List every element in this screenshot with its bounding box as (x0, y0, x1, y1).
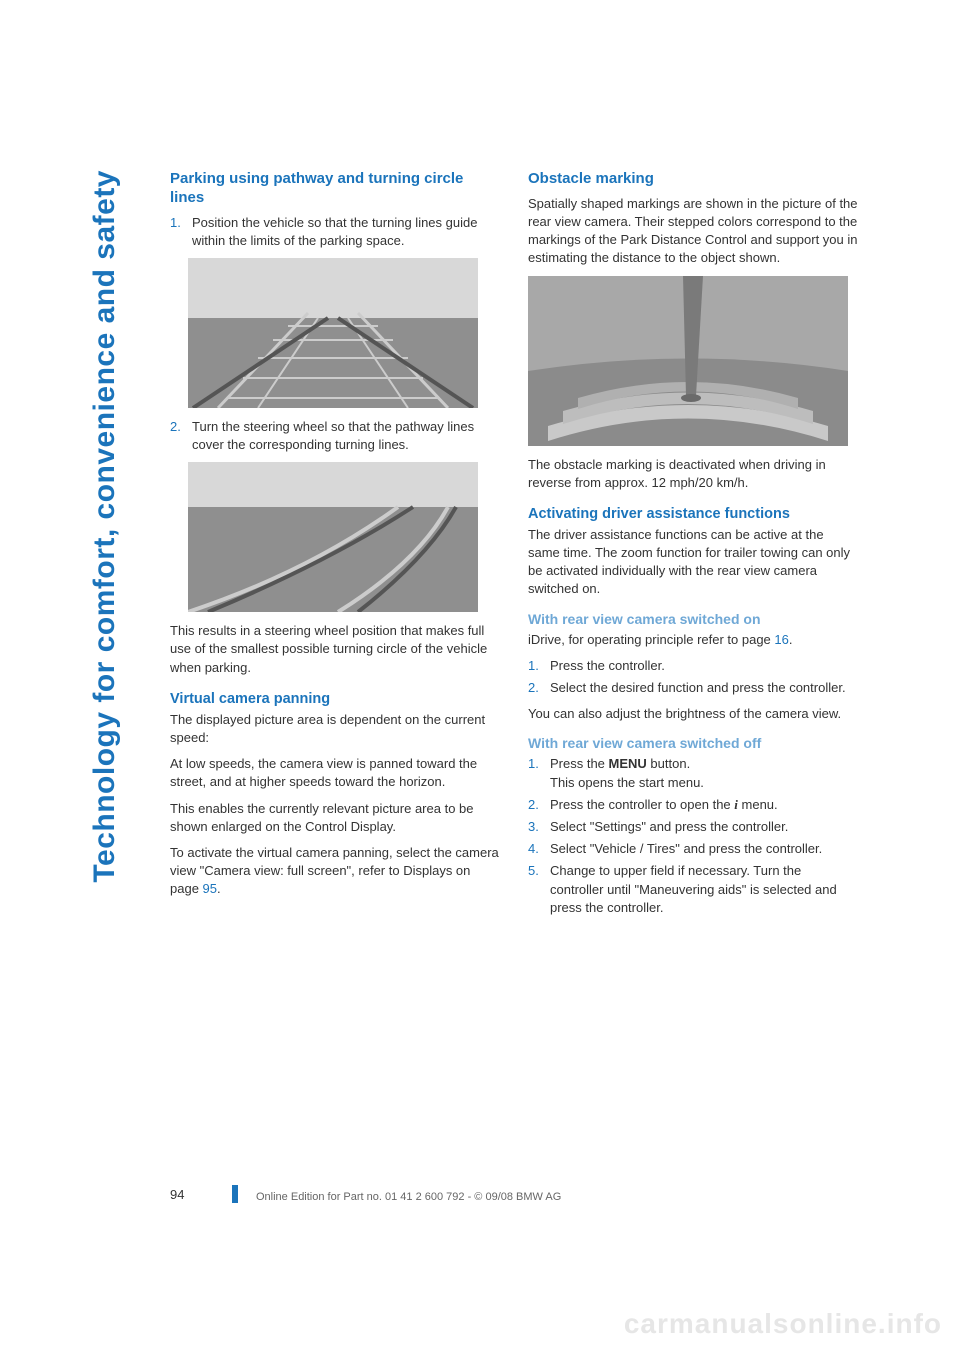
text: button. (647, 756, 690, 771)
step-text: Press the MENU button. This opens the st… (550, 755, 858, 791)
heading-virtual-panning: Virtual camera panning (170, 691, 500, 707)
step-number: 2. (170, 418, 192, 454)
step-number: 4. (528, 840, 550, 858)
page-footer: 94 Online Edition for Part no. 01 41 2 6… (170, 1191, 860, 1203)
body-text: This enables the currently relevant pict… (170, 800, 500, 836)
list-item: 1. Press the controller. (528, 657, 858, 675)
off-steps: 1. Press the MENU button. This opens the… (528, 755, 858, 917)
body-text: You can also adjust the brightness of th… (528, 705, 858, 723)
text: iDrive, for operating principle refer to… (528, 632, 774, 647)
step-text: Select the desired function and press th… (550, 679, 858, 697)
parking-tail: This results in a steering wheel positio… (170, 622, 500, 677)
step-text: Press the controller. (550, 657, 858, 675)
step-text: Change to upper field if necessary. Turn… (550, 862, 858, 917)
list-item: 1. Position the vehicle so that the turn… (170, 214, 500, 250)
list-item: 2. Press the controller to open the i me… (528, 796, 858, 814)
heading-parking: Parking using pathway and turning circle… (170, 170, 500, 208)
figure-pathway-lines (188, 462, 478, 612)
text: . (217, 881, 221, 896)
step-text: Select "Vehicle / Tires" and press the c… (550, 840, 858, 858)
step-text: Select "Settings" and press the controll… (550, 818, 858, 836)
heading-obstacle: Obstacle marking (528, 170, 858, 189)
heading-activating: Activating driver assistance functions (528, 506, 858, 522)
footer-text: Online Edition for Part no. 01 41 2 600 … (256, 1191, 860, 1203)
parking-steps-2: 2. Turn the steering wheel so that the p… (170, 418, 500, 454)
parking-steps: 1. Position the vehicle so that the turn… (170, 214, 500, 250)
list-item: 5. Change to upper field if necessary. T… (528, 862, 858, 917)
figure-obstacle-marking (528, 276, 848, 446)
text: Press the (550, 756, 609, 771)
body-text: iDrive, for operating principle refer to… (528, 631, 858, 649)
list-item: 2. Turn the steering wheel so that the p… (170, 418, 500, 454)
page-ref[interactable]: 95 (203, 881, 217, 896)
step-text: Turn the steering wheel so that the path… (192, 418, 500, 454)
body-text: The displayed picture area is dependent … (170, 711, 500, 747)
step-number: 3. (528, 818, 550, 836)
page-content: Parking using pathway and turning circle… (170, 170, 860, 925)
text: . (789, 632, 793, 647)
menu-button-label: MENU (609, 756, 647, 771)
left-column: Parking using pathway and turning circle… (170, 170, 500, 925)
step-number: 1. (528, 657, 550, 675)
step-number: 2. (528, 796, 550, 814)
step-text: Press the controller to open the i menu. (550, 796, 858, 814)
heading-with-camera-off: With rear view camera switched off (528, 735, 858, 751)
body-text: The driver assistance functions can be a… (528, 526, 858, 599)
list-item: 1. Press the MENU button. This opens the… (528, 755, 858, 791)
list-item: 4. Select "Vehicle / Tires" and press th… (528, 840, 858, 858)
side-tab: Technology for comfort, convenience and … (88, 170, 122, 883)
step-number: 1. (528, 755, 550, 791)
page-ref[interactable]: 16 (774, 632, 788, 647)
text: Press the controller to open the (550, 797, 734, 812)
body-text: At low speeds, the camera view is panned… (170, 755, 500, 791)
page-number-bar (232, 1185, 238, 1203)
list-item: 2. Select the desired function and press… (528, 679, 858, 697)
step-number: 5. (528, 862, 550, 917)
body-text: Spatially shaped markings are shown in t… (528, 195, 858, 268)
step-number: 1. (170, 214, 192, 250)
list-item: 3. Select "Settings" and press the contr… (528, 818, 858, 836)
watermark: carmanualsonline.info (624, 1308, 942, 1340)
body-text: To activate the virtual camera panning, … (170, 844, 500, 899)
right-column: Obstacle marking Spatially shaped markin… (528, 170, 858, 925)
step-text: Position the vehicle so that the turning… (192, 214, 500, 250)
text: This opens the start menu. (550, 775, 704, 790)
text: menu. (738, 797, 778, 812)
heading-with-camera-on: With rear view camera switched on (528, 611, 858, 627)
step-number: 2. (528, 679, 550, 697)
page-number: 94 (170, 1187, 184, 1202)
on-steps: 1. Press the controller. 2. Select the d… (528, 657, 858, 697)
body-text: The obstacle marking is deactivated when… (528, 456, 858, 492)
figure-turning-lines (188, 258, 478, 408)
